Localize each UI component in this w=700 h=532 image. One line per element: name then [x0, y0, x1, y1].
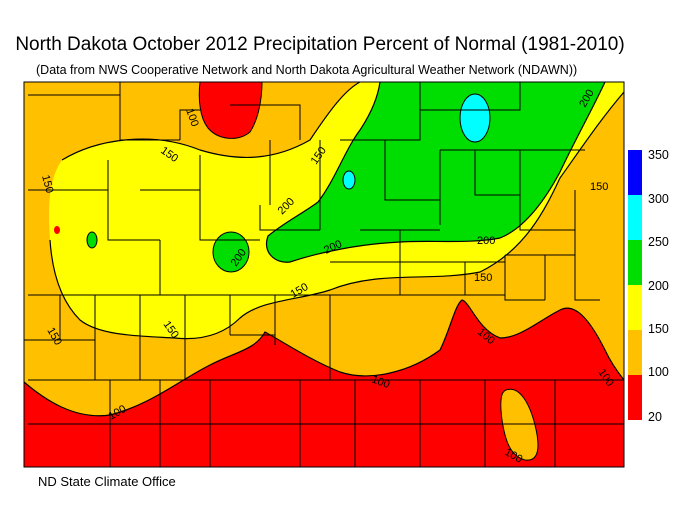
zone-20-100-north — [198, 81, 263, 139]
legend-label: 250 — [648, 235, 669, 249]
legend-swatch — [628, 195, 642, 240]
legend-label: 200 — [648, 279, 669, 293]
legend-swatch — [628, 330, 642, 375]
legend-swatch — [628, 375, 642, 420]
zone-250-300-small — [342, 170, 356, 190]
zone-200-circle — [212, 231, 250, 273]
zone-20-100-dot — [54, 226, 60, 234]
legend-label: 300 — [648, 192, 669, 206]
map-subtitle: (Data from NWS Cooperative Network and N… — [36, 63, 578, 77]
contour-label: 150 — [590, 181, 608, 193]
legend: 350 300 250 200 150 100 20 — [628, 148, 669, 424]
zone-20-100-south — [24, 300, 624, 467]
contour-label: 150 — [39, 174, 55, 195]
map-title: North Dakota October 2012 Precipitation … — [15, 34, 625, 55]
legend-label: 100 — [648, 365, 669, 379]
footer-credit: ND State Climate Office — [38, 474, 176, 489]
legend-swatch — [628, 285, 642, 330]
contour-label: 100 — [370, 374, 391, 392]
legend-label: 20 — [648, 410, 662, 424]
contour-label: 150 — [474, 272, 492, 284]
legend-swatch — [628, 240, 642, 285]
legend-label: 150 — [648, 322, 669, 336]
contour-label: 200 — [477, 235, 495, 247]
county-boundaries — [23, 81, 625, 468]
zone-100-150-island — [500, 388, 539, 461]
zone-200-small — [86, 231, 98, 249]
legend-swatch — [628, 150, 642, 195]
legend-label: 350 — [648, 148, 669, 162]
zone-250-300-north — [459, 93, 491, 143]
contour-label: 100 — [183, 107, 201, 128]
